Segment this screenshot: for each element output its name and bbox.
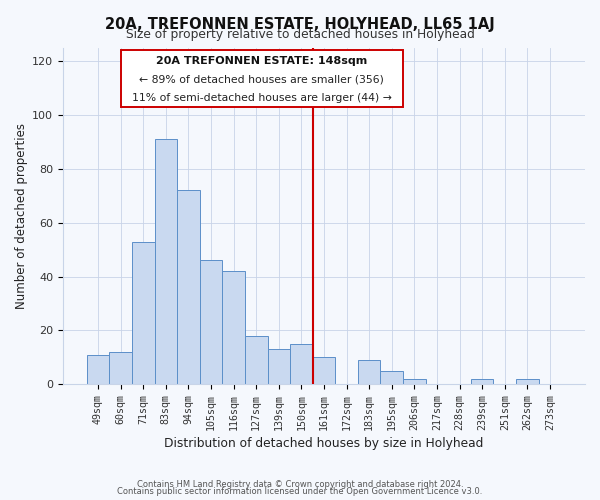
- Bar: [380, 371, 403, 384]
- Bar: [200, 260, 223, 384]
- Text: Size of property relative to detached houses in Holyhead: Size of property relative to detached ho…: [125, 28, 475, 41]
- Text: ← 89% of detached houses are smaller (356): ← 89% of detached houses are smaller (35…: [139, 74, 385, 85]
- FancyBboxPatch shape: [121, 50, 403, 107]
- Bar: [403, 379, 425, 384]
- Bar: [516, 379, 539, 384]
- Bar: [87, 354, 109, 384]
- Bar: [177, 190, 200, 384]
- Text: Contains public sector information licensed under the Open Government Licence v3: Contains public sector information licen…: [118, 488, 482, 496]
- Bar: [132, 242, 155, 384]
- X-axis label: Distribution of detached houses by size in Holyhead: Distribution of detached houses by size …: [164, 437, 484, 450]
- Bar: [471, 379, 493, 384]
- Bar: [290, 344, 313, 385]
- Bar: [268, 350, 290, 384]
- Bar: [223, 271, 245, 384]
- Bar: [109, 352, 132, 384]
- Text: 11% of semi-detached houses are larger (44) →: 11% of semi-detached houses are larger (…: [132, 94, 392, 104]
- Bar: [245, 336, 268, 384]
- Text: Contains HM Land Registry data © Crown copyright and database right 2024.: Contains HM Land Registry data © Crown c…: [137, 480, 463, 489]
- Bar: [313, 358, 335, 384]
- Text: 20A, TREFONNEN ESTATE, HOLYHEAD, LL65 1AJ: 20A, TREFONNEN ESTATE, HOLYHEAD, LL65 1A…: [105, 16, 495, 32]
- Text: 20A TREFONNEN ESTATE: 148sqm: 20A TREFONNEN ESTATE: 148sqm: [156, 56, 367, 66]
- Bar: [155, 139, 177, 384]
- Y-axis label: Number of detached properties: Number of detached properties: [15, 123, 28, 309]
- Bar: [358, 360, 380, 384]
